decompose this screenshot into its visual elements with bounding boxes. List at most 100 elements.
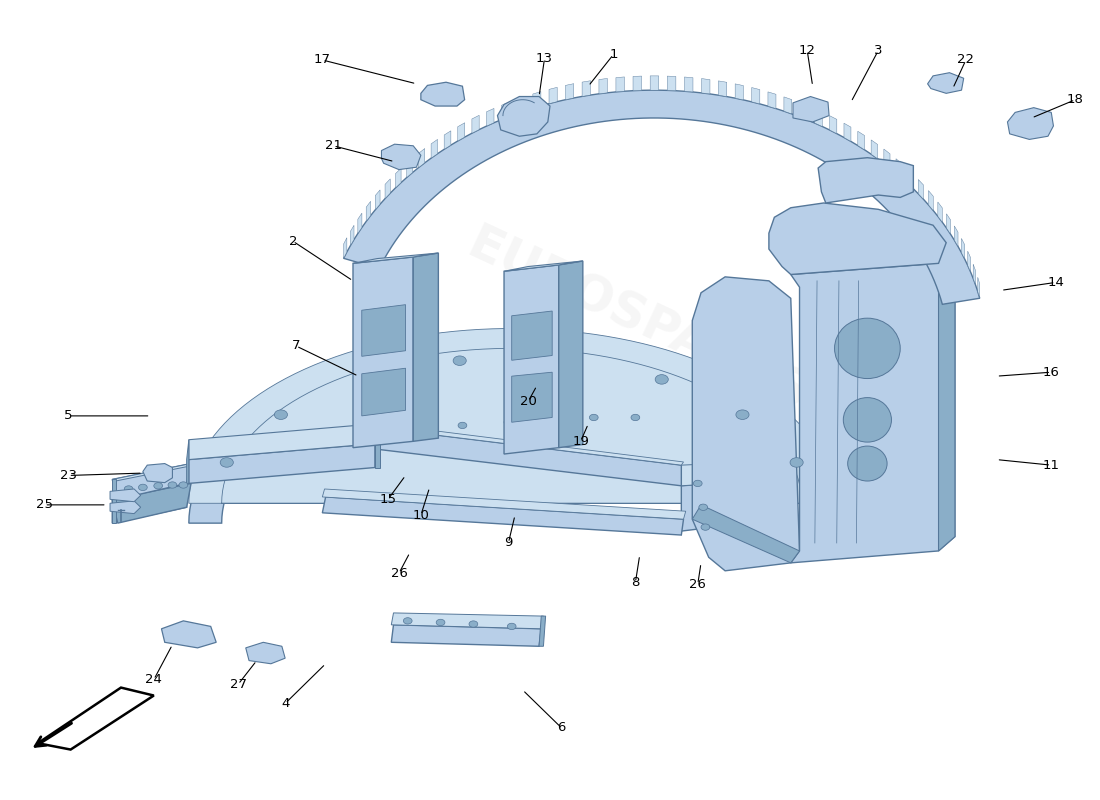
Text: 17: 17: [314, 54, 331, 66]
Polygon shape: [322, 489, 685, 519]
Polygon shape: [961, 238, 965, 259]
Text: 5: 5: [64, 410, 73, 422]
Ellipse shape: [835, 318, 900, 378]
Text: 25: 25: [36, 498, 53, 511]
Polygon shape: [974, 264, 976, 285]
Polygon shape: [407, 158, 412, 178]
Polygon shape: [784, 97, 792, 114]
Polygon shape: [793, 97, 829, 122]
Polygon shape: [431, 139, 438, 158]
Circle shape: [139, 484, 147, 490]
Text: 26: 26: [690, 578, 706, 591]
Polygon shape: [918, 179, 924, 199]
Polygon shape: [458, 122, 465, 141]
Text: a passion for
performance: a passion for performance: [482, 428, 618, 499]
Polygon shape: [414, 253, 439, 442]
Polygon shape: [681, 463, 716, 486]
Polygon shape: [768, 92, 776, 109]
Polygon shape: [343, 238, 346, 258]
Polygon shape: [955, 226, 958, 246]
Text: 15: 15: [379, 493, 396, 506]
Polygon shape: [517, 97, 525, 114]
Ellipse shape: [848, 446, 887, 481]
Polygon shape: [362, 305, 406, 356]
Polygon shape: [322, 497, 683, 535]
Text: 12: 12: [799, 44, 816, 57]
Polygon shape: [343, 90, 980, 304]
Text: EUROSPARES: EUROSPARES: [459, 220, 816, 421]
Circle shape: [504, 419, 513, 426]
Circle shape: [124, 486, 133, 492]
Polygon shape: [392, 625, 541, 646]
Text: 20: 20: [519, 395, 537, 408]
Polygon shape: [396, 168, 402, 188]
Polygon shape: [896, 158, 902, 178]
Polygon shape: [815, 109, 822, 126]
Text: 24: 24: [145, 673, 162, 686]
Polygon shape: [692, 505, 800, 563]
Text: 4: 4: [280, 697, 289, 710]
Polygon shape: [769, 203, 946, 274]
Polygon shape: [512, 311, 552, 360]
Polygon shape: [444, 130, 451, 150]
Text: 6: 6: [557, 721, 565, 734]
Circle shape: [274, 410, 287, 419]
Polygon shape: [112, 479, 115, 523]
Circle shape: [458, 422, 466, 429]
Polygon shape: [112, 483, 191, 523]
Text: 19: 19: [572, 435, 590, 448]
Polygon shape: [375, 190, 379, 210]
Polygon shape: [504, 261, 583, 271]
Circle shape: [557, 356, 570, 366]
Polygon shape: [650, 76, 659, 90]
Circle shape: [790, 458, 803, 467]
Polygon shape: [112, 483, 187, 523]
Text: 14: 14: [1047, 276, 1064, 289]
Polygon shape: [946, 214, 950, 234]
Polygon shape: [392, 613, 543, 629]
Circle shape: [546, 416, 554, 422]
Circle shape: [507, 623, 516, 630]
Polygon shape: [791, 263, 955, 563]
Polygon shape: [684, 77, 693, 92]
Circle shape: [371, 429, 380, 435]
Circle shape: [736, 410, 749, 419]
Polygon shape: [871, 140, 878, 158]
Text: 10: 10: [412, 509, 429, 522]
Polygon shape: [162, 621, 217, 648]
Polygon shape: [978, 278, 980, 298]
Polygon shape: [884, 149, 890, 168]
Polygon shape: [938, 263, 955, 551]
Circle shape: [220, 458, 233, 467]
Circle shape: [631, 414, 640, 421]
Polygon shape: [419, 149, 425, 167]
Polygon shape: [858, 131, 865, 150]
Text: 3: 3: [874, 44, 882, 57]
Polygon shape: [366, 202, 371, 222]
Polygon shape: [497, 97, 550, 136]
Circle shape: [179, 482, 188, 488]
Polygon shape: [844, 123, 851, 142]
Circle shape: [404, 618, 412, 624]
Circle shape: [701, 524, 710, 530]
Polygon shape: [189, 444, 375, 483]
Text: 13: 13: [536, 52, 553, 65]
Circle shape: [437, 619, 444, 626]
Polygon shape: [718, 81, 727, 97]
Polygon shape: [502, 102, 509, 119]
Circle shape: [453, 356, 466, 366]
Polygon shape: [350, 226, 354, 246]
Text: 11: 11: [1043, 458, 1059, 472]
Polygon shape: [829, 116, 837, 134]
Text: 7: 7: [292, 339, 300, 353]
Circle shape: [168, 482, 177, 488]
Circle shape: [469, 621, 477, 627]
Polygon shape: [110, 489, 141, 502]
Ellipse shape: [844, 398, 891, 442]
Polygon shape: [582, 81, 591, 97]
Polygon shape: [512, 372, 552, 422]
Circle shape: [590, 414, 598, 421]
Polygon shape: [110, 501, 141, 514]
Polygon shape: [800, 102, 807, 120]
Polygon shape: [539, 616, 546, 646]
